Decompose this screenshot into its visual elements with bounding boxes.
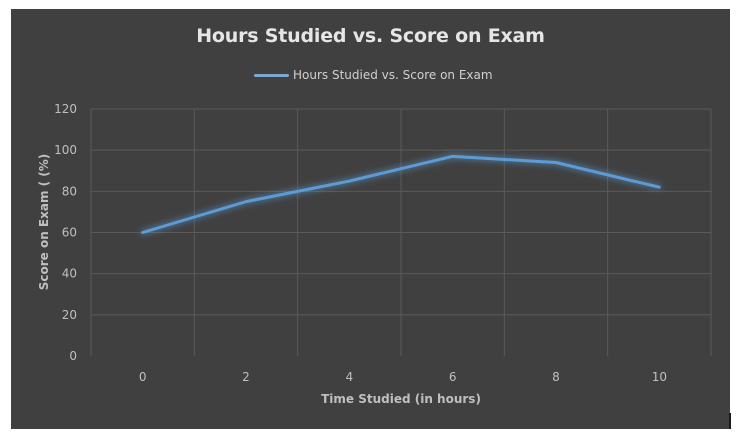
legend[interactable]: Hours Studied vs. Score on Exam — [254, 66, 493, 84]
x-tick-label: 2 — [242, 370, 250, 384]
data-series-line[interactable] — [141, 154, 661, 234]
y-axis-ticks: 0 20 40 60 80 100 120 — [54, 102, 77, 363]
y-tick-label: 60 — [62, 226, 77, 240]
edge-artifact — [729, 413, 731, 429]
x-tick-label: 0 — [139, 370, 147, 384]
chart-title: Hours Studied vs. Score on Exam — [196, 25, 545, 47]
legend-line-icon — [254, 73, 289, 77]
x-tick-label: 4 — [346, 370, 354, 384]
x-axis-title: Time Studied (in hours) — [321, 392, 481, 406]
y-axis-title: Score on Exam ( (%) — [37, 154, 51, 291]
x-axis-ticks: 0 2 4 6 8 10 — [139, 370, 667, 384]
y-tick-label: 40 — [62, 267, 77, 281]
x-tick-label: 8 — [552, 370, 560, 384]
x-tick-label: 10 — [652, 370, 667, 384]
y-tick-label: 20 — [62, 308, 77, 322]
y-tick-label: 0 — [69, 349, 77, 363]
y-tick-label: 80 — [62, 184, 77, 198]
y-tick-label: 100 — [54, 143, 77, 157]
legend-label: Hours Studied vs. Score on Exam — [293, 68, 493, 82]
y-tick-label: 120 — [54, 102, 77, 116]
plot-area: 0 20 40 60 80 100 120 0 2 4 6 8 10 Score on Exam ( … — [37, 102, 712, 406]
chart-area: Hours Studied vs. Score on Exam Hours St… — [11, 9, 731, 429]
x-tick-label: 6 — [449, 370, 457, 384]
gridlines — [90, 108, 712, 356]
